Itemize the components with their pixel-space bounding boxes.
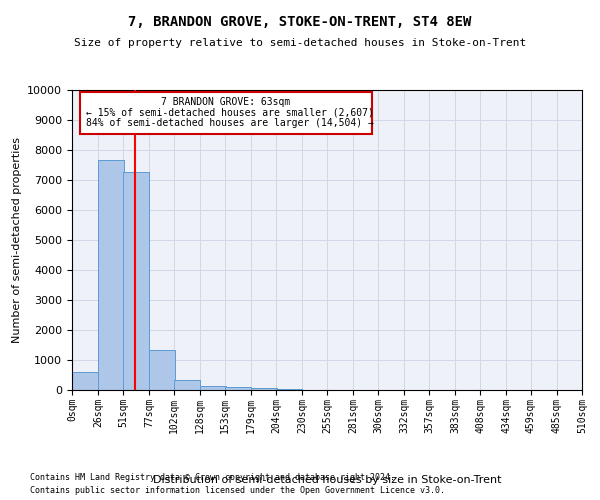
Bar <box>98 160 124 390</box>
Text: 84% of semi-detached houses are larger (14,504) →: 84% of semi-detached houses are larger (… <box>86 118 374 128</box>
Text: Size of property relative to semi-detached houses in Stoke-on-Trent: Size of property relative to semi-detach… <box>74 38 526 48</box>
Bar <box>200 386 226 390</box>
Y-axis label: Number of semi-detached properties: Number of semi-detached properties <box>12 137 22 343</box>
Text: 7 BRANDON GROVE: 63sqm: 7 BRANDON GROVE: 63sqm <box>161 97 290 107</box>
Bar <box>225 387 251 390</box>
Bar <box>72 372 98 390</box>
Text: ← 15% of semi-detached houses are smaller (2,607): ← 15% of semi-detached houses are smalle… <box>86 107 374 117</box>
Bar <box>276 389 302 390</box>
Text: Contains HM Land Registry data © Crown copyright and database right 2024.: Contains HM Land Registry data © Crown c… <box>30 474 395 482</box>
Bar <box>251 388 277 390</box>
Text: Contains public sector information licensed under the Open Government Licence v3: Contains public sector information licen… <box>30 486 445 495</box>
Bar <box>174 380 200 390</box>
Bar <box>123 172 149 390</box>
FancyBboxPatch shape <box>80 92 372 134</box>
Bar <box>149 350 175 390</box>
X-axis label: Distribution of semi-detached houses by size in Stoke-on-Trent: Distribution of semi-detached houses by … <box>153 474 501 484</box>
Text: 7, BRANDON GROVE, STOKE-ON-TRENT, ST4 8EW: 7, BRANDON GROVE, STOKE-ON-TRENT, ST4 8E… <box>128 15 472 29</box>
